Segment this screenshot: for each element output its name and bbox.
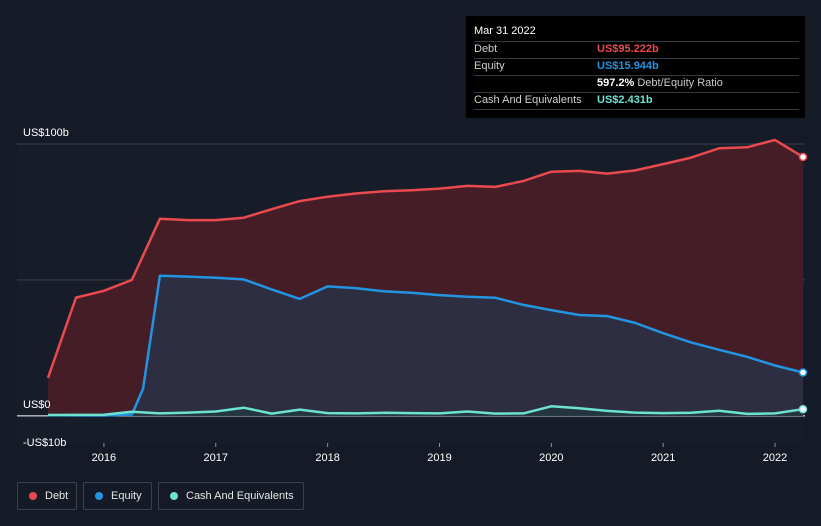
legend-cash-label: Cash And Equivalents bbox=[186, 490, 294, 502]
tooltip-divider bbox=[474, 109, 799, 110]
y-tick-label: -US$10b bbox=[23, 437, 66, 449]
legend-debt-label: Debt bbox=[45, 490, 69, 502]
equity-area bbox=[48, 275, 803, 416]
tooltip-row-equity: Equity US$15.944b bbox=[466, 58, 805, 75]
tooltip-ratio-label: Debt/Equity Ratio bbox=[637, 77, 723, 89]
tooltip-divider bbox=[474, 41, 799, 42]
equity-dot-icon bbox=[95, 492, 103, 500]
y-tick-label: US$0 bbox=[23, 399, 51, 411]
cash-line bbox=[47, 405, 804, 417]
data-tooltip: Mar 31 2022 Debt US$95.222b Equity US$15… bbox=[466, 16, 805, 118]
tooltip-debt-value: US$95.222b bbox=[597, 43, 659, 55]
tooltip-equity-value: US$15.944b bbox=[597, 60, 659, 72]
debt-end-point[interactable] bbox=[798, 152, 808, 162]
tooltip-divider bbox=[474, 58, 799, 59]
tooltip-divider bbox=[474, 92, 799, 93]
tooltip-row-debt: Debt US$95.222b bbox=[466, 41, 805, 58]
x-tick-label: 2018 bbox=[315, 452, 339, 464]
tooltip-date: Mar 31 2022 bbox=[474, 25, 536, 37]
tooltip-ratio-value: 597.2% bbox=[597, 77, 635, 89]
tooltip-row-ratio: 597.2% Debt/Equity Ratio bbox=[466, 75, 805, 92]
tooltip-row-cash: Cash And Equivalents US$2.431b bbox=[466, 92, 805, 109]
legend-cash-button[interactable]: Cash And Equivalents bbox=[158, 482, 304, 510]
x-tick-label: 2020 bbox=[539, 452, 563, 464]
debt-line bbox=[46, 138, 804, 379]
x-tick-label: 2019 bbox=[427, 452, 451, 464]
legend-equity-button[interactable]: Equity bbox=[83, 482, 152, 510]
y-tick-label: US$100b bbox=[23, 127, 69, 139]
equity-line bbox=[47, 274, 804, 417]
x-tick-label: 2017 bbox=[204, 452, 228, 464]
equity-end-point[interactable] bbox=[798, 368, 808, 377]
x-tick-label: 2016 bbox=[92, 452, 116, 464]
cash-end-point[interactable] bbox=[798, 404, 808, 414]
cash-dot-icon bbox=[170, 492, 178, 500]
x-tick-label: 2022 bbox=[763, 452, 787, 464]
legend-debt-button[interactable]: Debt bbox=[17, 482, 77, 510]
tooltip-debt-label: Debt bbox=[474, 43, 498, 55]
tooltip-equity-label: Equity bbox=[474, 60, 505, 72]
tooltip-cash-value: US$2.431b bbox=[597, 94, 653, 106]
x-tick-label: 2021 bbox=[651, 452, 675, 464]
tooltip-divider bbox=[474, 75, 799, 76]
legend-equity-label: Equity bbox=[111, 490, 142, 502]
debt-dot-icon bbox=[29, 492, 37, 500]
tooltip-cash-label: Cash And Equivalents bbox=[474, 94, 582, 106]
